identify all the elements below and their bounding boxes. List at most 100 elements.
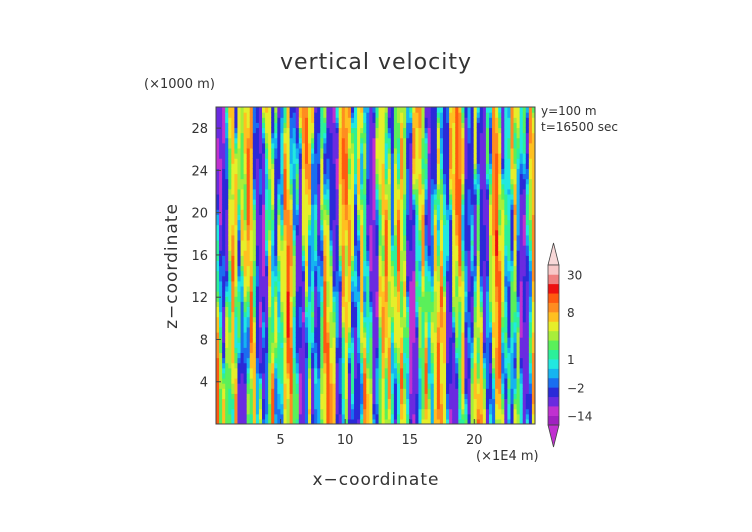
heatmap-cell: [216, 342, 220, 348]
heatmap-cell: [366, 280, 370, 287]
heatmap-cell: [393, 112, 398, 118]
heatmap-cell: [461, 398, 466, 405]
heatmap-cell: [369, 188, 374, 195]
heatmap-cell: [228, 250, 232, 256]
heatmap-cell: [326, 398, 331, 405]
heatmap-cell: [280, 245, 285, 251]
heatmap-cell: [292, 357, 297, 364]
heatmap-cell: [274, 285, 278, 292]
heatmap-cell: [326, 388, 331, 394]
heatmap-cell: [332, 224, 337, 231]
heatmap-cell: [314, 127, 318, 134]
heatmap-cell: [433, 362, 438, 369]
heatmap-cell: [421, 147, 426, 154]
heatmap-cell: [366, 285, 370, 292]
heatmap-cell: [228, 367, 232, 374]
heatmap-cell: [292, 219, 297, 226]
heatmap-cell: [286, 137, 291, 144]
heatmap-cell: [304, 239, 309, 246]
heatmap-cell: [262, 285, 266, 292]
heatmap-cell: [268, 357, 272, 364]
heatmap-cell: [277, 321, 282, 328]
heatmap-cell: [390, 321, 395, 328]
heatmap-cell: [298, 199, 303, 205]
heatmap-cell: [347, 265, 352, 272]
heatmap-cell: [421, 393, 426, 400]
heatmap-cell: [390, 270, 395, 277]
heatmap-cell: [219, 326, 223, 333]
heatmap-cell: [439, 301, 444, 307]
heatmap-cell: [219, 117, 223, 123]
heatmap-cell: [341, 418, 346, 424]
heatmap-cell: [326, 173, 331, 180]
heatmap-cell: [439, 239, 444, 246]
heatmap-cell: [338, 280, 343, 287]
heatmap-cell: [409, 219, 413, 226]
heatmap-cell: [403, 239, 407, 246]
heatmap-cell: [347, 219, 352, 226]
heatmap-cell: [393, 255, 398, 261]
heatmap-cell: [311, 117, 315, 123]
heatmap-cell: [277, 296, 282, 302]
heatmap-cell: [375, 122, 380, 129]
heatmap-cell: [384, 306, 389, 313]
heatmap-cell: [289, 296, 294, 302]
heatmap-cell: [320, 112, 324, 118]
heatmap-cell: [403, 342, 407, 348]
heatmap-cell: [258, 188, 263, 195]
heatmap-cell: [323, 296, 328, 302]
heatmap-cell: [277, 122, 282, 129]
heatmap-cell: [298, 229, 303, 236]
heatmap-cell: [452, 107, 456, 113]
heatmap-cell: [350, 326, 355, 333]
heatmap-cell: [308, 413, 312, 420]
heatmap-cell: [286, 352, 291, 359]
heatmap-cell: [255, 408, 260, 415]
heatmap-cell: [292, 311, 297, 318]
heatmap-cell: [424, 234, 429, 241]
heatmap-cell: [314, 153, 318, 159]
heatmap-cell: [409, 163, 413, 169]
heatmap-cell: [283, 316, 288, 323]
heatmap-cell: [439, 311, 444, 318]
heatmap-cell: [390, 408, 395, 415]
heatmap-cell: [289, 214, 294, 221]
heatmap-cell: [265, 178, 269, 185]
heatmap-cell: [360, 219, 364, 226]
heatmap-cell: [341, 219, 346, 226]
heatmap-cell: [323, 142, 328, 149]
heatmap-cell: [234, 173, 239, 180]
heatmap-cell: [280, 142, 285, 149]
heatmap-cell: [338, 291, 343, 297]
heatmap-cell: [354, 199, 358, 205]
heatmap-cell: [442, 413, 447, 420]
heatmap-cell: [427, 311, 432, 318]
heatmap-cell: [363, 331, 367, 338]
heatmap-cell: [329, 347, 334, 354]
heatmap-cell: [231, 316, 236, 323]
heatmap-cell: [400, 347, 404, 354]
heatmap-cell: [396, 260, 401, 267]
heatmap-cell: [326, 285, 331, 292]
heatmap-cell: [317, 270, 321, 277]
heatmap-cell: [280, 296, 285, 302]
heatmap-cell: [415, 367, 420, 374]
heatmap-cell: [396, 291, 401, 297]
heatmap-cell: [461, 296, 466, 302]
heatmap-cell: [446, 224, 450, 231]
heatmap-cell: [289, 239, 294, 246]
heatmap-cell: [332, 183, 337, 190]
heatmap-cell: [344, 183, 349, 190]
heatmap-cell: [421, 224, 426, 231]
heatmap-cell: [258, 127, 263, 134]
heatmap-cell: [424, 193, 429, 200]
heatmap-cell: [350, 209, 355, 215]
heatmap-cell: [406, 137, 410, 144]
heatmap-cell: [228, 239, 232, 246]
heatmap-cell: [406, 377, 410, 384]
heatmap-cell: [295, 204, 300, 210]
heatmap-cell: [258, 347, 263, 354]
heatmap-cell: [332, 311, 337, 318]
heatmap-cell: [347, 173, 352, 180]
heatmap-cell: [406, 270, 410, 277]
